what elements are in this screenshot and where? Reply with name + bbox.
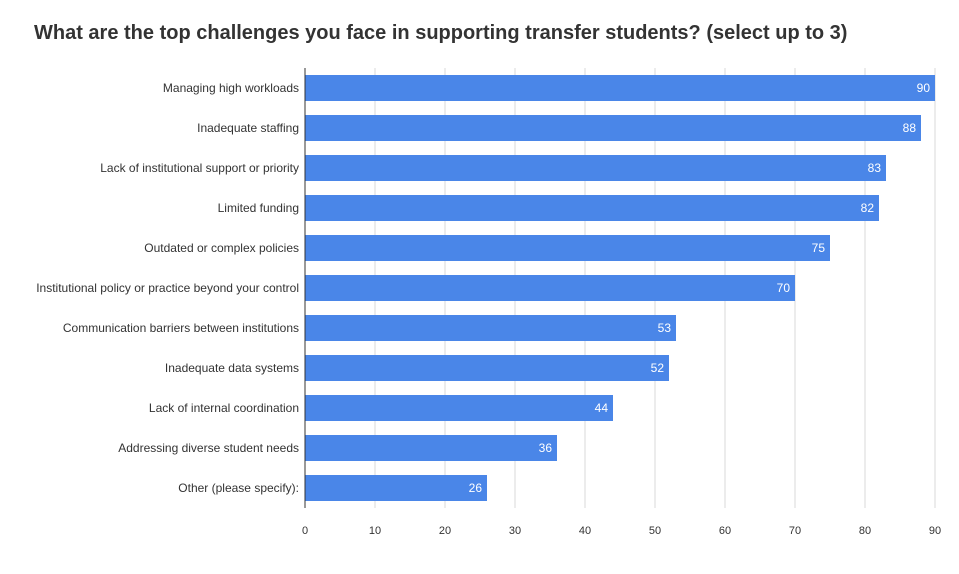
category-label: Outdated or complex policies	[144, 241, 299, 255]
x-tick-label: 0	[302, 525, 308, 537]
bar	[305, 155, 886, 181]
x-tick-label: 90	[929, 525, 941, 537]
x-tick-label: 80	[859, 525, 871, 537]
data-label: 53	[658, 321, 672, 335]
bar	[305, 115, 921, 141]
bar	[305, 275, 795, 301]
category-label: Communication barriers between instituti…	[63, 321, 299, 335]
bar	[305, 355, 669, 381]
category-label: Addressing diverse student needs	[118, 441, 299, 455]
data-label: 75	[812, 241, 826, 255]
category-label: Other (please specify):	[178, 481, 299, 495]
data-label: 44	[595, 401, 609, 415]
bar	[305, 435, 557, 461]
bar	[305, 315, 676, 341]
x-tick-label: 70	[789, 525, 801, 537]
category-label: Inadequate data systems	[165, 361, 299, 375]
data-label: 83	[868, 161, 882, 175]
x-tick-label: 40	[579, 525, 591, 537]
data-label: 52	[651, 361, 665, 375]
data-label: 36	[539, 441, 553, 455]
bar	[305, 235, 830, 261]
x-tick-label: 50	[649, 525, 661, 537]
x-tick-label: 20	[439, 525, 451, 537]
x-tick-label: 30	[509, 525, 521, 537]
category-label: Lack of institutional support or priorit…	[100, 161, 299, 175]
data-label: 26	[469, 481, 483, 495]
bar	[305, 75, 935, 101]
category-label: Institutional policy or practice beyond …	[36, 281, 299, 295]
category-label: Lack of internal coordination	[149, 401, 299, 415]
data-label: 88	[903, 121, 917, 135]
bar	[305, 475, 487, 501]
chart-title: What are the top challenges you face in …	[34, 22, 848, 44]
data-label: 70	[777, 281, 791, 295]
category-label: Managing high workloads	[163, 81, 299, 95]
category-label: Inadequate staffing	[197, 121, 299, 135]
x-tick-label: 60	[719, 525, 731, 537]
bar	[305, 195, 879, 221]
bar	[305, 395, 613, 421]
x-tick-label: 10	[369, 525, 381, 537]
data-label: 90	[917, 81, 931, 95]
category-label: Limited funding	[218, 201, 299, 215]
data-label: 82	[861, 201, 875, 215]
